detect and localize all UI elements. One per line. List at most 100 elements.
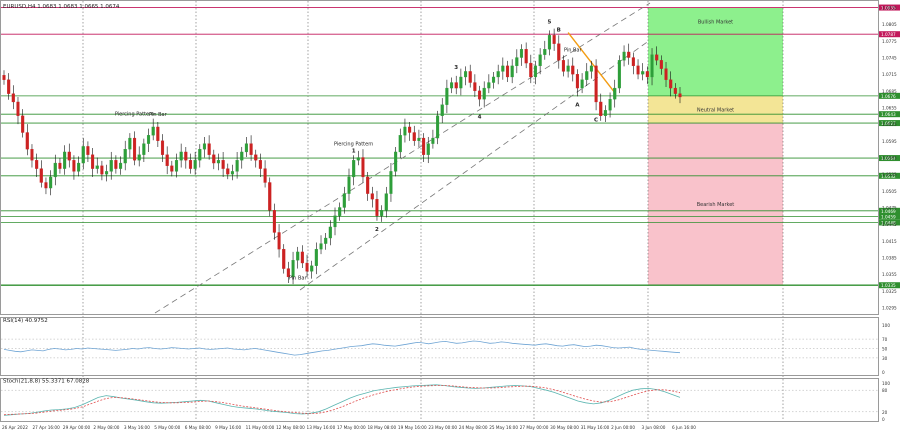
- y-tick-label: 1.0835: [882, 6, 897, 11]
- bull-candle: [501, 65, 505, 72]
- y-tick-label: 1.0325: [882, 289, 897, 294]
- bear-candle: [25, 132, 29, 150]
- chart-annotation: A: [575, 102, 580, 108]
- rsi-header: RSI(14) 40.9752: [3, 318, 48, 324]
- price-level-tag-label: 1.0532: [881, 174, 896, 179]
- bear-candle: [627, 51, 631, 58]
- bear-candle: [422, 137, 426, 155]
- bear-candle: [561, 60, 565, 72]
- chart-annotation: 3: [454, 65, 458, 71]
- chart-annotation: Pin Bar: [149, 112, 168, 118]
- bull-candle: [146, 135, 151, 144]
- bear-candle: [272, 210, 276, 233]
- bull-candle: [95, 165, 99, 169]
- chart-annotation: Piercing Pattern: [115, 111, 154, 117]
- x-tick-label: 3 Jun 08:00: [642, 425, 666, 430]
- main-pane-frame: [0, 0, 879, 315]
- rsi-tick-label: 0: [882, 370, 885, 375]
- bear-candle: [2, 75, 6, 80]
- x-tick-label: 27 Apr 16:00: [32, 425, 60, 430]
- y-tick-label: 1.0685: [882, 89, 897, 94]
- price-level-tag: [879, 155, 900, 162]
- bear-candle: [221, 160, 225, 169]
- bull-candle: [459, 76, 463, 89]
- bull-candle: [650, 54, 654, 78]
- bear-candle: [636, 65, 640, 75]
- bull-candle: [342, 193, 346, 208]
- price-level-tag: [879, 120, 900, 127]
- bull-candle: [608, 99, 612, 111]
- x-tick-label: 26 Apr 2022: [2, 425, 28, 430]
- bull-candle: [105, 171, 109, 175]
- y-tick-label: 1.0745: [882, 56, 897, 61]
- bear-candle: [30, 149, 34, 161]
- bull-candle: [151, 126, 155, 136]
- stoch-tick-label: 80: [882, 388, 888, 393]
- bull-candle: [77, 162, 81, 172]
- bear-candle: [599, 101, 603, 116]
- bear-candle: [571, 65, 575, 75]
- bull-candle: [63, 151, 67, 169]
- market-zone: [648, 123, 783, 286]
- zone-label: Neutral Market: [697, 107, 734, 113]
- price-level-tag: [879, 111, 900, 118]
- bear-candle: [282, 248, 286, 269]
- bull-candle: [547, 35, 552, 50]
- bear-candle: [170, 165, 174, 172]
- stoch-tick-label: 20: [882, 410, 888, 415]
- x-tick-label: 3 May 16:00: [124, 425, 150, 430]
- bull-candle: [244, 143, 248, 153]
- price-level-tag: [879, 213, 900, 220]
- bull-candle: [538, 54, 542, 67]
- bear-candle: [524, 49, 528, 64]
- bull-candle: [81, 146, 85, 164]
- bull-candle: [589, 65, 593, 72]
- bull-candle: [198, 149, 202, 161]
- bull-candle: [49, 176, 53, 189]
- bear-candle: [263, 168, 267, 183]
- y-tick-label: 1.0445: [882, 222, 897, 227]
- price-level-tag-label: 1.0564: [881, 156, 896, 161]
- bear-candle: [72, 160, 76, 172]
- stoch-header: Stoch(21,8,8) 55.3371 67.0828: [3, 379, 90, 385]
- bear-candle: [468, 71, 472, 83]
- bear-candle: [100, 165, 104, 175]
- bear-candle: [645, 71, 649, 78]
- bull-candle: [580, 79, 584, 89]
- bear-candle: [631, 57, 635, 67]
- y-tick-label: 1.0595: [882, 139, 897, 144]
- bear-candle: [165, 154, 169, 166]
- price-level-tag-label: 1.0627: [881, 121, 896, 126]
- x-tick-label: 27 May 00:00: [520, 425, 549, 430]
- x-tick-label: 6 May 08:00: [185, 425, 211, 430]
- x-tick-label: 9 May 16:00: [215, 425, 241, 430]
- price-level-tag: [879, 207, 900, 214]
- bull-candle: [347, 176, 351, 194]
- bull-candle: [179, 151, 183, 161]
- bear-candle: [114, 160, 118, 169]
- stoch-tick-label: 100: [882, 381, 890, 386]
- price-level-tag: [879, 92, 900, 99]
- bear-candle: [412, 132, 416, 141]
- bear-candle: [557, 43, 561, 61]
- bear-candle: [655, 54, 659, 61]
- x-tick-label: 23 May 00:00: [428, 425, 457, 430]
- bull-candle: [119, 162, 123, 169]
- bull-candle: [436, 115, 440, 139]
- price-level-tag: [879, 282, 900, 289]
- bull-candle: [137, 154, 141, 161]
- price-level-tag-label: 1.0459: [881, 214, 896, 219]
- bull-candle: [603, 110, 607, 116]
- bull-candle: [487, 82, 491, 89]
- chart-annotation: Pin Bar: [289, 276, 308, 282]
- bull-candle: [352, 160, 356, 178]
- bear-candle: [268, 182, 272, 211]
- bear-candle: [473, 82, 477, 92]
- bear-candle: [594, 65, 598, 103]
- y-tick-label: 1.0415: [882, 239, 897, 244]
- price-level-tag: [879, 31, 900, 38]
- stoch-signal-line: [3, 385, 681, 416]
- bear-candle: [366, 176, 370, 194]
- chart-annotation: 2: [375, 227, 379, 233]
